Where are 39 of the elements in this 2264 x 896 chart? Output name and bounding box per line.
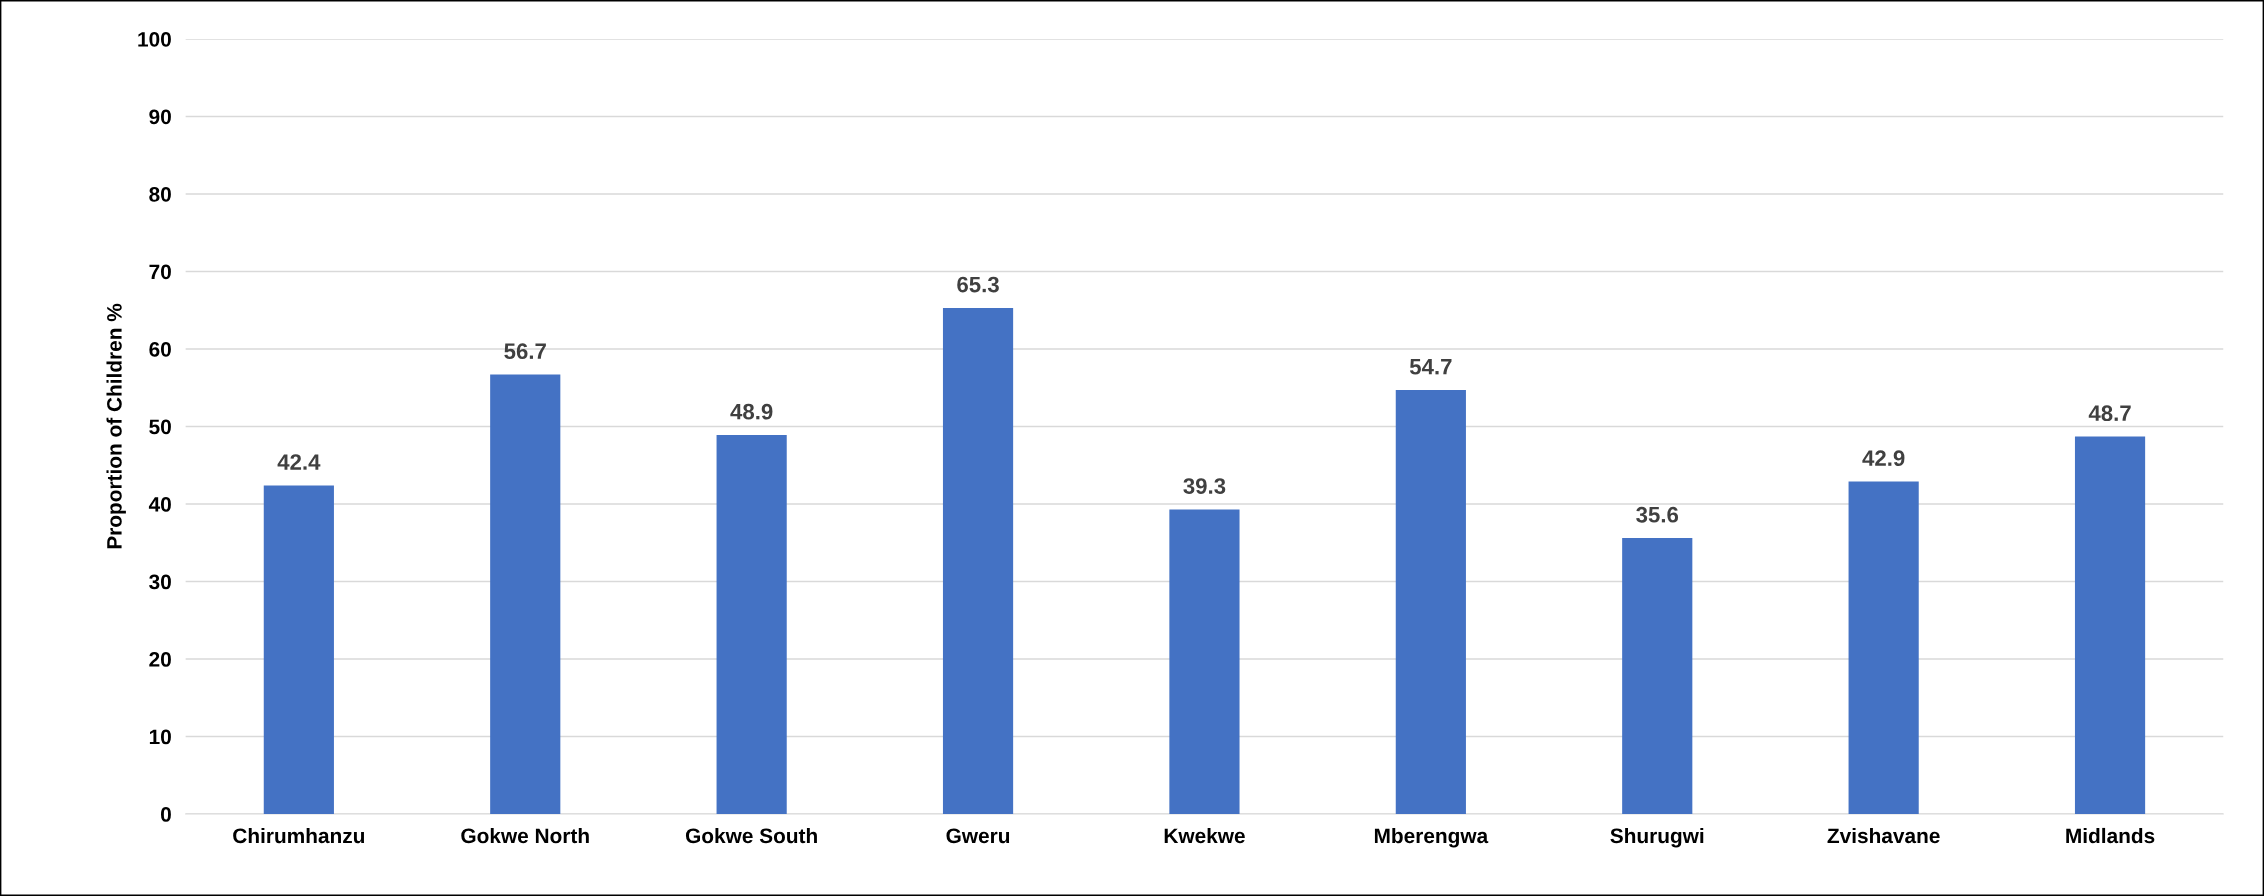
y-tick-label: 80 bbox=[149, 186, 171, 202]
y-tick-label: 30 bbox=[149, 574, 171, 590]
y-tick-label: 50 bbox=[149, 419, 171, 435]
bar bbox=[1848, 481, 1919, 815]
x-tick-label: Shurugwi bbox=[1610, 827, 1704, 848]
x-tick-label: Mberengwa bbox=[1374, 827, 1489, 848]
data-label: 65.3 bbox=[957, 276, 999, 293]
x-tick-label: Gweru bbox=[946, 828, 1010, 844]
bar bbox=[1395, 390, 1466, 815]
y-tick-label: 20 bbox=[149, 652, 171, 667]
x-tick-label: Kwekwe bbox=[1164, 827, 1245, 844]
bar bbox=[2074, 436, 2146, 815]
y-tick-label: 0 bbox=[161, 807, 171, 822]
data-label: 56.7 bbox=[504, 343, 546, 360]
bar bbox=[1622, 538, 1693, 815]
x-tick-label: Chirumhanzu bbox=[233, 827, 365, 844]
bar bbox=[263, 485, 334, 815]
bar bbox=[1169, 509, 1240, 815]
y-tick-label: 100 bbox=[138, 31, 171, 47]
x-tick-label: Zvishavane bbox=[1827, 827, 1940, 844]
data-label: 35.6 bbox=[1636, 506, 1679, 523]
data-label: 42.9 bbox=[1862, 450, 1905, 467]
data-label: 39.3 bbox=[1183, 478, 1226, 494]
data-label: 54.7 bbox=[1409, 359, 1452, 375]
x-tick-label: Gokwe South bbox=[685, 827, 817, 844]
bar bbox=[942, 307, 1014, 815]
y-tick-label: 60 bbox=[149, 341, 171, 357]
bar bbox=[716, 435, 787, 815]
data-label: 48.7 bbox=[2088, 405, 2131, 422]
y-axis-title: Proportion of Children % bbox=[106, 303, 126, 549]
y-tick-label: 90 bbox=[149, 109, 171, 125]
x-tick-label: Midlands bbox=[2066, 827, 2155, 844]
x-tick-label: Gokwe North bbox=[461, 827, 589, 844]
y-tick-label: 40 bbox=[148, 497, 171, 512]
y-tick-label: 10 bbox=[149, 729, 171, 745]
y-tick-label: 70 bbox=[149, 264, 171, 280]
data-label: 42.4 bbox=[277, 454, 321, 470]
data-label: 48.9 bbox=[730, 403, 773, 420]
bar bbox=[490, 374, 561, 815]
